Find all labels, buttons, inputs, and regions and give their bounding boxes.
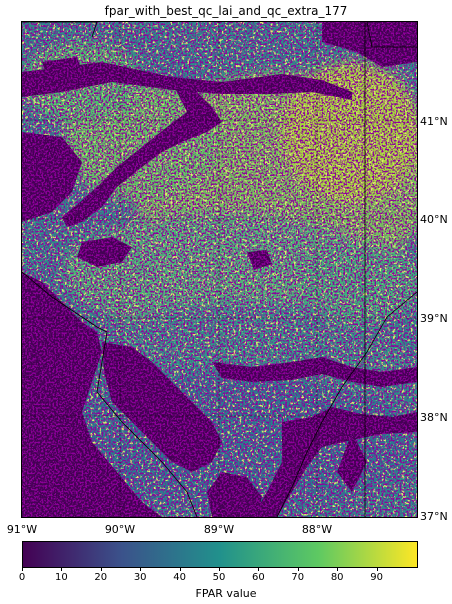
colorbar-tick: [337, 567, 338, 571]
colorbar-tick: [140, 567, 141, 571]
colorbar-tick-label: 30: [134, 572, 147, 583]
colorbar-tick-label: 50: [213, 572, 226, 583]
colorbar-tick: [377, 567, 378, 571]
colorbar-tick-label: 60: [252, 572, 265, 583]
colorbar-tick-label: 80: [331, 572, 344, 583]
lat-label-38n: 38°N: [420, 411, 448, 424]
fpar-raster-image: [22, 22, 417, 517]
lon-label-90w: 90°W: [105, 523, 135, 536]
colorbar-label: FPAR value: [0, 587, 452, 600]
lat-label-37n: 37°N: [420, 510, 448, 523]
map-title: fpar_with_best_qc_lai_and_qc_extra_177: [0, 4, 452, 18]
lat-label-41n: 41°N: [420, 115, 448, 128]
colorbar-tick: [219, 567, 220, 571]
colorbar-tick: [180, 567, 181, 571]
colorbar-tick-label: 0: [19, 572, 25, 583]
lon-label-88w: 88°W: [302, 523, 332, 536]
colorbar-tick: [298, 567, 299, 571]
colorbar-tick-label: 90: [370, 572, 383, 583]
lon-label-91w: 91°W: [7, 523, 37, 536]
colorbar-tick: [101, 567, 102, 571]
lat-label-39n: 39°N: [420, 312, 448, 325]
fpar-raster-map: [22, 22, 417, 517]
colorbar-tick: [258, 567, 259, 571]
colorbar-tick-label: 10: [55, 572, 68, 583]
colorbar-tick: [22, 567, 23, 571]
colorbar-tick-label: 40: [173, 572, 186, 583]
colorbar-tick-label: 20: [94, 572, 107, 583]
colorbar-tick: [61, 567, 62, 571]
lat-label-40n: 40°N: [420, 213, 448, 226]
lon-label-89w: 89°W: [204, 523, 234, 536]
colorbar: [22, 541, 418, 568]
colorbar-tick-label: 70: [291, 572, 304, 583]
